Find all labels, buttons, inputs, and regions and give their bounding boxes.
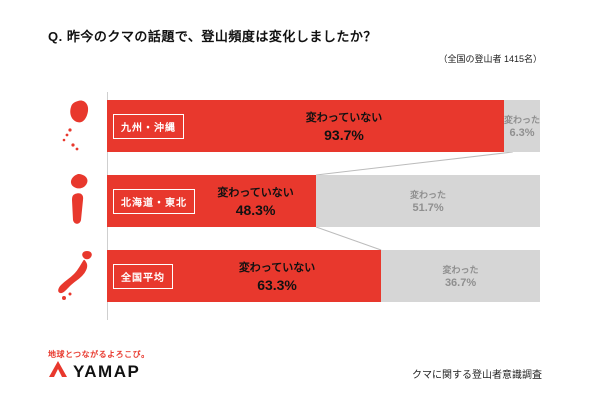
survey-title: クマに関する登山者意識調査 — [412, 370, 542, 381]
brand-tagline: 地球とつながるよろこび。 — [48, 350, 150, 359]
segment-text: 変わった 36.7% — [381, 263, 540, 289]
bar-segment-unchanged: 北海道・東北 変わっていない 48.3% — [107, 175, 317, 227]
answer-label: 変わった — [442, 265, 479, 275]
answer-value: 51.7% — [412, 202, 444, 214]
region-label: 九州・沖縄 — [113, 113, 184, 139]
region-label: 北海道・東北 — [113, 188, 195, 214]
answer-value: 63.3% — [257, 277, 297, 293]
bar-segment-unchanged: 全国平均 変わっていない 63.3% — [107, 250, 382, 302]
map-icon-hokkaido-tohoku — [58, 172, 98, 228]
segment-text: 変わっていない 93.7% — [184, 109, 504, 143]
yamap-logo: YAMAP — [48, 360, 140, 383]
segment-text: 変わっていない 63.3% — [173, 259, 381, 293]
map-icon-kyushu-okinawa — [56, 98, 96, 154]
segment-text: 変わっていない 48.3% — [195, 184, 316, 218]
bar-segment-changed: 変わった 51.7% — [316, 175, 540, 227]
chart-row-hokkaido-tohoku: 北海道・東北 変わっていない 48.3% 変わった 51.7% — [107, 175, 540, 227]
answer-label: 変わっていない — [217, 187, 294, 199]
bar-segment-changed: 変わった 36.7% — [381, 250, 540, 302]
chart-row-national-average: 全国平均 変わっていない 63.3% 変わった 36.7% — [107, 250, 540, 302]
answer-label: 変わった — [503, 115, 540, 125]
answer-label: 変わっていない — [238, 262, 316, 274]
map-icon-japan — [56, 248, 96, 304]
answer-value: 36.7% — [444, 277, 477, 289]
bar-segment-unchanged: 九州・沖縄 変わっていない 93.7% — [107, 100, 504, 152]
brand-wordmark: YAMAP — [73, 361, 141, 381]
bar-segment-changed: 変わった 6.3% — [503, 100, 540, 152]
answer-label: 変わった — [410, 190, 447, 200]
page-title: Q. 昨今のクマの話題で、登山頻度は変化しましたか？ — [48, 29, 377, 44]
chart-row-kyushu-okinawa: 九州・沖縄 変わっていない 93.7% 変わった 6.3% — [107, 100, 540, 152]
answer-value: 93.7% — [324, 127, 364, 143]
answer-value: 6.3% — [509, 127, 535, 139]
answer-value: 48.3% — [235, 202, 276, 218]
answer-label: 変わっていない — [305, 112, 383, 124]
region-label: 全国平均 — [113, 263, 173, 289]
sample-note: （全国の登山者 1415名） — [438, 54, 542, 64]
mountain-logo-icon — [48, 360, 68, 383]
segment-text: 変わった 6.3% — [504, 113, 540, 139]
segment-text: 変わった 51.7% — [316, 188, 540, 214]
